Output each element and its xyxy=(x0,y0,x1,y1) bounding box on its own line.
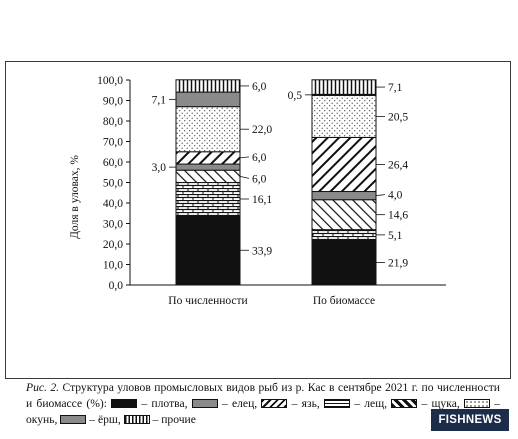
leader-line xyxy=(239,156,250,159)
value-label: 14,6 xyxy=(388,210,408,222)
value-label: 20,5 xyxy=(388,111,408,123)
legend-label: – язь, xyxy=(287,397,324,410)
bar-segment xyxy=(311,94,377,138)
legend-label: – лещ, xyxy=(350,397,392,410)
value-label: 3,0 xyxy=(152,162,167,174)
value-label: 7,1 xyxy=(388,82,403,94)
fishnews-logo: FISH NEWS xyxy=(431,409,509,431)
value-label: 6,0 xyxy=(252,173,267,185)
logo-text-news: NEWS xyxy=(465,414,502,426)
legend-swatch xyxy=(324,399,350,408)
category-label: По биомассе xyxy=(313,295,375,307)
value-label: 16,1 xyxy=(252,194,272,206)
legend: – плотва, – елец, – язь, – лещ, – щука, … xyxy=(26,397,500,426)
figure-number: Рис. 2. xyxy=(26,381,60,394)
y-tick-label: 70,0 xyxy=(103,137,123,149)
y-tick-label: 50,0 xyxy=(103,178,123,190)
y-axis-title: Доля в уловах, % xyxy=(69,155,81,239)
bar-segment xyxy=(175,106,241,153)
value-label: 4,0 xyxy=(388,190,403,202)
figure-caption: Рис. 2. Структура уловов промысловых вид… xyxy=(26,380,500,428)
value-label: 26,4 xyxy=(388,159,408,171)
value-label: 33,9 xyxy=(252,245,272,257)
legend-swatch xyxy=(123,415,150,424)
x-labels: По численности По биомассе xyxy=(168,295,375,307)
caption-text: Структура уловов промысловых видов рыб и… xyxy=(26,381,500,410)
leader-line xyxy=(375,194,386,197)
bar-segment xyxy=(175,163,241,171)
bar-segment xyxy=(311,239,377,286)
y-tick-label: 10,0 xyxy=(103,260,123,272)
value-label: 5,1 xyxy=(388,230,403,242)
value-label: 7,1 xyxy=(152,94,167,106)
y-tick-label: 20,0 xyxy=(103,239,123,251)
legend-swatch xyxy=(191,399,218,408)
legend-label: – щука, xyxy=(417,397,464,410)
legend-label: – плотва, xyxy=(137,397,192,410)
bar-segment xyxy=(175,169,241,183)
y-tick-label: 0,0 xyxy=(109,280,124,292)
bar-segment xyxy=(311,199,377,231)
legend-swatch xyxy=(391,399,418,408)
value-label: 0,5 xyxy=(288,90,303,102)
bar-segment xyxy=(311,191,377,201)
value-labels: 33,9 16,1 6,0 3,0 6,0 22,0 7,1 6,0 21,9 5,1 14,6 4,… xyxy=(152,81,409,270)
y-tick-label: 60,0 xyxy=(103,157,123,169)
value-label: 22,0 xyxy=(252,124,272,136)
leader-line xyxy=(239,175,250,179)
y-tick-label: 30,0 xyxy=(103,219,123,231)
bar-segment xyxy=(175,215,241,286)
logo-text-fish: FISH xyxy=(438,414,466,426)
stacked-bar-chart: 0,0 10,0 20,0 30,0 40,0 50,0 60,0 70,0 80,0 90,0 1… xyxy=(69,75,446,307)
legend-label: – окунь, xyxy=(26,397,500,426)
bar-segment xyxy=(311,229,377,241)
value-label: 21,9 xyxy=(388,258,408,270)
value-label: 6,0 xyxy=(252,81,267,93)
legend-swatch xyxy=(111,399,138,408)
category-label: По численности xyxy=(168,295,247,307)
legend-label: – ёрш, xyxy=(86,413,124,426)
bar-segment xyxy=(175,79,241,93)
bar-segment xyxy=(311,79,377,95)
y-axis: 0,0 10,0 20,0 30,0 40,0 50,0 60,0 70,0 80,0 90,0 1… xyxy=(97,75,446,292)
y-tick-label: 100,0 xyxy=(97,75,123,87)
bar-segment xyxy=(175,182,241,217)
bar-segment xyxy=(311,136,377,193)
value-label: 6,0 xyxy=(252,152,267,164)
bars xyxy=(175,79,377,286)
bar-segment xyxy=(175,151,241,165)
figure-frame: 0,0 10,0 20,0 30,0 40,0 50,0 60,0 70,0 80,0 90,0 1… xyxy=(5,61,511,426)
bar-segment xyxy=(175,91,241,108)
y-tick-label: 80,0 xyxy=(103,116,123,128)
legend-swatch xyxy=(60,415,87,424)
legend-label: – елец, xyxy=(217,397,262,410)
legend-swatch xyxy=(261,399,288,408)
y-tick-label: 90,0 xyxy=(103,96,123,108)
y-tick-label: 40,0 xyxy=(103,198,123,210)
legend-swatch xyxy=(463,399,490,408)
legend-label: – прочие xyxy=(149,413,196,426)
